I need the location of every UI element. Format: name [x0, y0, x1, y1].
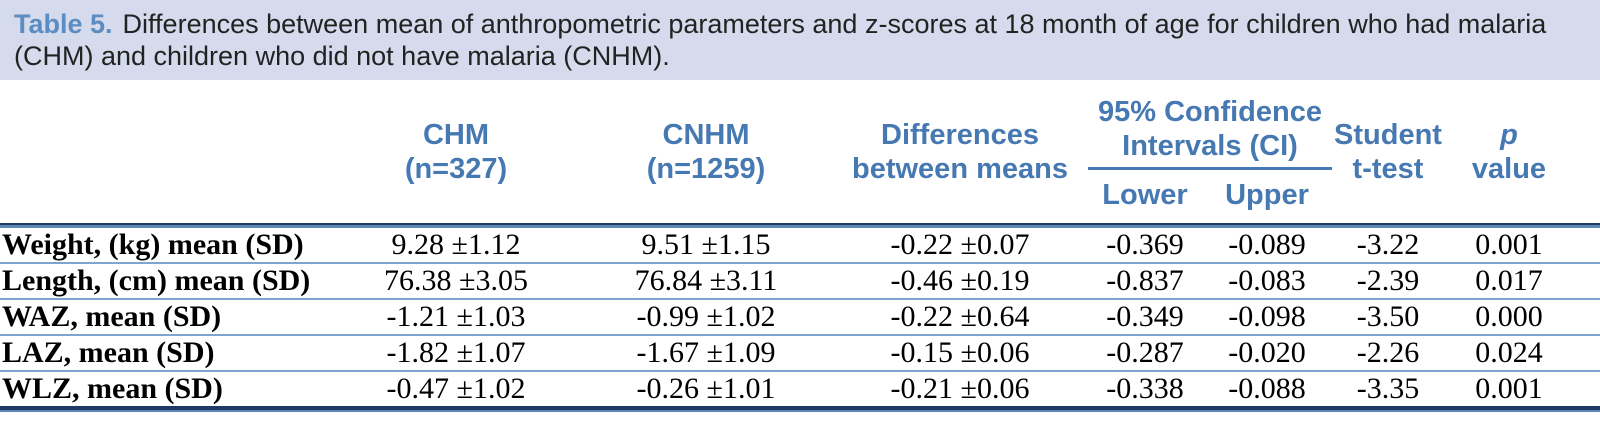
- header-chm-line1: CHM: [422, 118, 490, 151]
- header-ci-line2: Intervals (CI): [1122, 130, 1298, 162]
- cell-pvalue: 0.001: [1444, 225, 1600, 264]
- row-label: LAZ, mean (SD): [0, 336, 332, 372]
- header-ci-upper: Upper: [1202, 170, 1332, 225]
- header-differences-line2: between means: [852, 152, 1068, 185]
- cell-ci-lower: -0.338: [1088, 372, 1202, 410]
- cell-ci-lower: -0.837: [1088, 264, 1202, 300]
- header-differences: Differences between means: [832, 80, 1088, 225]
- cell-pvalue: 0.000: [1444, 300, 1600, 336]
- header-cnhm-line1: CNHM: [662, 118, 750, 151]
- header-ci-lower: Lower: [1088, 170, 1202, 225]
- header-cnhm: CNHM (n=1259): [580, 80, 832, 225]
- cell-diff: -0.21 ±0.06: [832, 372, 1088, 410]
- cell-ttest: -3.22: [1332, 225, 1444, 264]
- cell-cnhm: -1.67 ±1.09: [580, 336, 832, 372]
- header-ttest-line2: t-test: [1352, 152, 1424, 185]
- row-label: WAZ, mean (SD): [0, 300, 332, 336]
- cell-diff: -0.22 ±0.07: [832, 225, 1088, 264]
- cell-ci-upper: -0.083: [1202, 264, 1332, 300]
- header-chm: CHM (n=327): [332, 80, 580, 225]
- cell-ttest: -2.39: [1332, 264, 1444, 300]
- table-row-laz: LAZ, mean (SD) -1.82 ±1.07 -1.67 ±1.09 -…: [0, 336, 1600, 372]
- header-differences-line1: Differences: [881, 118, 1039, 151]
- cell-ttest: -2.26: [1332, 336, 1444, 372]
- row-label: Weight, (kg) mean (SD): [0, 225, 332, 264]
- cell-chm: -1.82 ±1.07: [332, 336, 580, 372]
- header-ci-line1: 95% Confidence: [1098, 96, 1322, 128]
- cell-ci-upper: -0.089: [1202, 225, 1332, 264]
- cell-pvalue: 0.001: [1444, 372, 1600, 410]
- table-body: Weight, (kg) mean (SD) 9.28 ±1.12 9.51 ±…: [0, 225, 1600, 410]
- table-row-waz: WAZ, mean (SD) -1.21 ±1.03 -0.99 ±1.02 -…: [0, 300, 1600, 336]
- cell-chm: -1.21 ±1.03: [332, 300, 580, 336]
- cell-ttest: -3.50: [1332, 300, 1444, 336]
- header-ttest-line1: Student: [1334, 118, 1442, 151]
- cell-cnhm: -0.26 ±1.01: [580, 372, 832, 410]
- header-chm-line2: (n=327): [404, 152, 508, 185]
- anthropometric-comparison-table: CHM (n=327) CNHM (n=1259) Differences be…: [0, 80, 1600, 412]
- cell-ci-upper: -0.088: [1202, 372, 1332, 410]
- cell-ttest: -3.35: [1332, 372, 1444, 410]
- cell-cnhm: 9.51 ±1.15: [580, 225, 832, 264]
- table-caption-text: Differences between mean of anthropometr…: [14, 9, 1547, 71]
- cell-ci-lower: -0.369: [1088, 225, 1202, 264]
- header-empty-cell: [0, 80, 332, 225]
- cell-cnhm: 76.84 ±3.11: [580, 264, 832, 300]
- row-label: WLZ, mean (SD): [0, 372, 332, 410]
- cell-pvalue: 0.017: [1444, 264, 1600, 300]
- cell-ci-lower: -0.287: [1088, 336, 1202, 372]
- header-p-line1: p: [1500, 118, 1518, 151]
- cell-diff: -0.22 ±0.64: [832, 300, 1088, 336]
- cell-diff: -0.46 ±0.19: [832, 264, 1088, 300]
- table-header: CHM (n=327) CNHM (n=1259) Differences be…: [0, 80, 1600, 225]
- table-row-length: Length, (cm) mean (SD) 76.38 ±3.05 76.84…: [0, 264, 1600, 300]
- cell-ci-upper: -0.020: [1202, 336, 1332, 372]
- cell-pvalue: 0.024: [1444, 336, 1600, 372]
- cell-chm: 76.38 ±3.05: [332, 264, 580, 300]
- cell-chm: -0.47 ±1.02: [332, 372, 580, 410]
- header-p-value: p value: [1444, 80, 1600, 225]
- row-label: Length, (cm) mean (SD): [0, 264, 332, 300]
- header-student-ttest: Student t-test: [1332, 80, 1444, 225]
- header-p-line2: value: [1471, 152, 1547, 185]
- cell-ci-upper: -0.098: [1202, 300, 1332, 336]
- table-caption: Table 5. Differences between mean of anth…: [0, 0, 1600, 80]
- header-confidence-intervals-group: 95% Confidence Intervals (CI): [1088, 80, 1332, 170]
- cell-cnhm: -0.99 ±1.02: [580, 300, 832, 336]
- table-caption-label: Table 5.: [14, 9, 113, 39]
- table-row-wlz: WLZ, mean (SD) -0.47 ±1.02 -0.26 ±1.01 -…: [0, 372, 1600, 410]
- cell-ci-lower: -0.349: [1088, 300, 1202, 336]
- header-cnhm-line2: (n=1259): [646, 152, 766, 185]
- cell-chm: 9.28 ±1.12: [332, 225, 580, 264]
- cell-diff: -0.15 ±0.06: [832, 336, 1088, 372]
- table-row-weight: Weight, (kg) mean (SD) 9.28 ±1.12 9.51 ±…: [0, 225, 1600, 264]
